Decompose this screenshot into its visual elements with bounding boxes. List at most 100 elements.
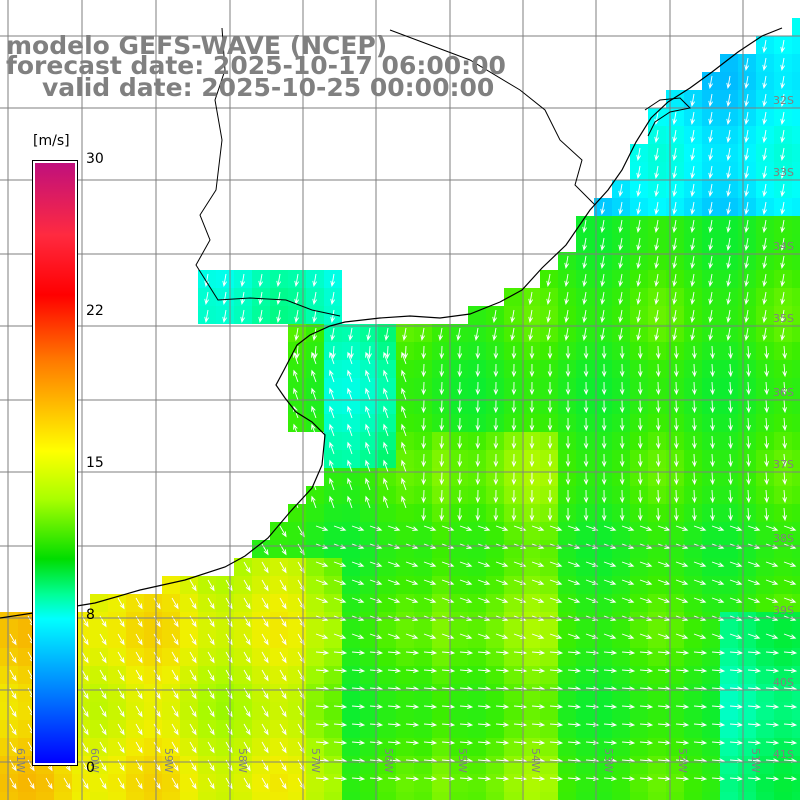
wind-speed-cell bbox=[666, 666, 684, 684]
wind-speed-cell bbox=[270, 666, 288, 684]
wind-speed-cell bbox=[450, 666, 468, 684]
wind-speed-cell bbox=[522, 792, 540, 800]
wind-speed-cell bbox=[594, 594, 612, 612]
wind-arrow bbox=[672, 111, 677, 125]
wind-arrow bbox=[567, 740, 582, 746]
wind-speed-cell bbox=[576, 432, 594, 450]
wind-arrow bbox=[189, 633, 197, 646]
wind-speed-cell bbox=[360, 360, 378, 378]
wind-speed-cell bbox=[234, 774, 252, 792]
wind-arrow bbox=[601, 345, 607, 360]
wind-arrow bbox=[279, 741, 287, 754]
wind-speed-cell bbox=[648, 540, 666, 558]
wind-speed-cell bbox=[378, 486, 396, 504]
wind-speed-cell bbox=[702, 360, 720, 378]
wind-speed-cell bbox=[666, 558, 684, 576]
wind-arrow bbox=[330, 273, 335, 287]
wind-speed-cell bbox=[558, 522, 576, 540]
wind-arrow bbox=[780, 309, 785, 323]
wind-arrow bbox=[636, 291, 641, 305]
wind-arrow bbox=[762, 327, 767, 341]
wind-arrow bbox=[347, 459, 353, 473]
wind-arrow bbox=[765, 597, 779, 603]
wind-arrow bbox=[762, 273, 767, 287]
wind-speed-cell bbox=[792, 648, 800, 666]
wind-arrow bbox=[603, 525, 617, 531]
wind-arrow bbox=[780, 165, 785, 179]
wind-arrow bbox=[675, 776, 690, 782]
wind-arrow bbox=[351, 561, 365, 567]
wind-speed-cell bbox=[324, 576, 342, 594]
wind-speed-cell bbox=[774, 576, 792, 594]
wind-arrow bbox=[330, 309, 335, 323]
wind-speed-cell bbox=[558, 594, 576, 612]
wind-speed-cell bbox=[756, 792, 774, 800]
wind-speed-cell bbox=[666, 612, 684, 630]
wind-speed-cell bbox=[486, 792, 504, 800]
wind-arrow bbox=[780, 183, 785, 197]
wind-speed-cell bbox=[450, 774, 468, 792]
wind-arrow bbox=[600, 309, 605, 323]
wind-arrow bbox=[477, 525, 491, 531]
wind-speed-cell bbox=[738, 594, 756, 612]
wind-speed-cell bbox=[612, 360, 630, 378]
wind-speed-cell bbox=[504, 288, 522, 306]
wind-speed-cell bbox=[288, 540, 306, 558]
wind-speed-cell bbox=[612, 594, 630, 612]
latitude-label: 39S bbox=[773, 604, 794, 617]
wind-arrow bbox=[619, 435, 625, 450]
wind-speed-cell bbox=[648, 792, 666, 800]
wind-speed-cell bbox=[288, 576, 306, 594]
wind-speed-cell bbox=[270, 702, 288, 720]
wind-speed-cell bbox=[306, 702, 324, 720]
wind-arrow bbox=[475, 435, 481, 450]
wind-arrow bbox=[565, 507, 571, 522]
wind-arrow bbox=[421, 453, 427, 468]
wind-speed-cell bbox=[306, 576, 324, 594]
wind-speed-cell bbox=[396, 486, 414, 504]
wind-speed-cell bbox=[756, 594, 774, 612]
wind-speed-cell bbox=[702, 720, 720, 738]
wind-speed-cell bbox=[162, 684, 180, 702]
wind-arrow bbox=[347, 441, 353, 455]
wind-arrow bbox=[311, 423, 317, 437]
wind-arrow bbox=[639, 561, 653, 567]
wind-speed-cell bbox=[306, 342, 324, 360]
wind-speed-cell bbox=[198, 630, 216, 648]
wind-arrow bbox=[675, 704, 690, 710]
wind-arrow bbox=[276, 309, 281, 323]
wind-arrow bbox=[783, 722, 798, 728]
lagoon-coast bbox=[644, 97, 692, 137]
wind-arrow bbox=[691, 417, 697, 432]
wind-speed-cell bbox=[270, 576, 288, 594]
wind-speed-cell bbox=[666, 576, 684, 594]
wind-speed-cell bbox=[666, 774, 684, 792]
wind-arrow bbox=[746, 363, 751, 378]
wind-arrow bbox=[710, 489, 715, 504]
wind-arrow bbox=[708, 75, 713, 89]
wind-speed-cell bbox=[342, 468, 360, 486]
wind-speed-cell bbox=[432, 540, 450, 558]
wind-speed-cell bbox=[360, 594, 378, 612]
wind-arrow bbox=[420, 327, 425, 341]
wind-speed-cell bbox=[468, 576, 486, 594]
wind-speed-cell bbox=[774, 342, 792, 360]
wind-arrow bbox=[708, 93, 713, 107]
wind-arrow bbox=[492, 327, 497, 341]
wind-arrow bbox=[421, 345, 427, 360]
wind-speed-cell bbox=[648, 342, 666, 360]
wind-speed-cell bbox=[558, 792, 576, 800]
wind-arrow bbox=[171, 633, 179, 646]
wind-speed-cell bbox=[342, 612, 360, 630]
wind-arrow bbox=[600, 273, 605, 287]
wind-arrow bbox=[315, 722, 330, 728]
wind-speed-cell bbox=[486, 414, 504, 432]
wind-speed-cell bbox=[756, 450, 774, 468]
wind-speed-cell bbox=[612, 522, 630, 540]
wind-speed-cell bbox=[216, 594, 234, 612]
wind-speed-cell bbox=[414, 504, 432, 522]
wind-speed-cell bbox=[468, 540, 486, 558]
wind-arrow bbox=[729, 704, 744, 710]
wind-arrow bbox=[783, 579, 797, 585]
wind-speed-cell bbox=[396, 594, 414, 612]
